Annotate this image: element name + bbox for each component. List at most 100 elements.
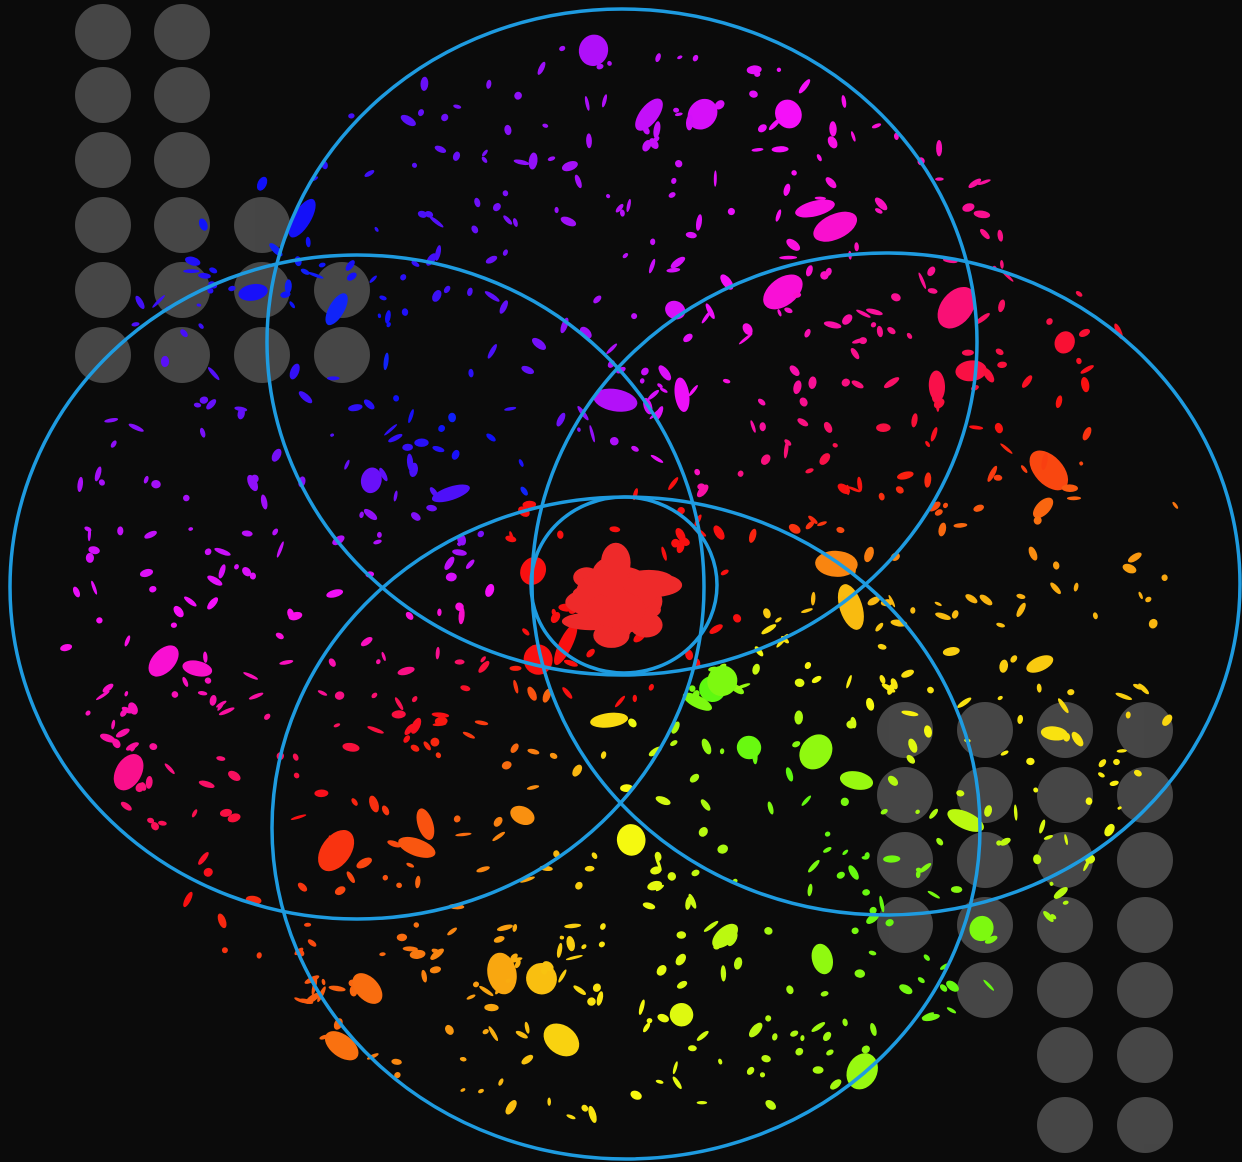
splatter xyxy=(1098,759,1107,768)
splatter xyxy=(410,717,422,734)
dot xyxy=(1117,1027,1173,1083)
splatter xyxy=(850,347,860,360)
splatter xyxy=(880,808,888,815)
splatter xyxy=(733,957,743,970)
splatter xyxy=(527,686,537,701)
splatter xyxy=(672,1061,678,1075)
splatter xyxy=(183,269,200,274)
dot xyxy=(1117,897,1173,953)
splatter xyxy=(367,726,384,734)
splatter xyxy=(901,669,914,678)
splatter xyxy=(528,152,538,170)
splatter xyxy=(688,893,697,909)
splatter xyxy=(388,433,403,443)
splatter xyxy=(813,211,858,242)
splatter xyxy=(383,352,389,371)
splatter xyxy=(437,608,442,617)
splatter xyxy=(609,436,619,446)
splatter xyxy=(479,985,494,997)
splatter xyxy=(808,515,818,524)
splatter xyxy=(869,906,877,915)
splatter xyxy=(1046,318,1053,325)
splatter xyxy=(400,274,407,281)
splatter xyxy=(915,870,921,879)
splatter xyxy=(248,692,264,700)
dot xyxy=(75,327,131,383)
splatter xyxy=(493,936,505,943)
splatter xyxy=(979,594,993,606)
splatter xyxy=(401,308,409,316)
splatter xyxy=(606,343,618,355)
splatter xyxy=(816,154,822,162)
splatter xyxy=(364,170,375,177)
splatter xyxy=(522,628,530,636)
splatter xyxy=(996,622,1005,628)
splatter xyxy=(622,573,683,598)
splatter xyxy=(1085,797,1093,805)
splatter xyxy=(805,265,813,277)
dot xyxy=(154,262,210,318)
splatter xyxy=(360,467,382,494)
splatter xyxy=(606,193,611,199)
splatter xyxy=(199,396,209,404)
splatter xyxy=(352,973,383,1004)
splatter xyxy=(823,846,832,853)
splatter xyxy=(207,367,220,381)
splatter xyxy=(767,801,774,815)
splatter xyxy=(85,710,91,716)
splatter xyxy=(1098,772,1105,778)
dot xyxy=(1117,962,1173,1018)
splatter xyxy=(670,256,686,269)
splatter xyxy=(748,1022,763,1038)
splatter xyxy=(214,547,231,556)
splatter xyxy=(717,844,729,854)
splatter xyxy=(410,744,420,752)
splatter xyxy=(480,656,486,663)
splatter xyxy=(703,920,719,932)
splatter xyxy=(692,54,699,62)
splatter xyxy=(701,310,711,324)
splatter xyxy=(783,441,789,459)
splatter xyxy=(554,623,578,665)
splatter xyxy=(841,378,850,387)
splatter xyxy=(789,365,800,376)
splatter xyxy=(775,617,782,623)
splatter xyxy=(754,71,761,77)
splatter xyxy=(653,121,661,139)
splatter xyxy=(861,855,869,860)
splatter xyxy=(256,952,262,959)
splatter xyxy=(657,383,663,389)
splatter xyxy=(467,287,473,297)
splatter xyxy=(771,146,789,153)
splatter xyxy=(376,531,382,538)
splatter xyxy=(819,453,831,465)
splatter xyxy=(840,595,845,602)
splatter xyxy=(975,313,990,325)
splatter xyxy=(203,651,208,663)
splatter xyxy=(1127,552,1142,563)
splatter xyxy=(543,1023,580,1057)
splatter xyxy=(307,272,324,279)
splatter xyxy=(363,399,375,410)
splatter xyxy=(763,608,771,619)
splatter xyxy=(1064,834,1068,846)
splatter xyxy=(542,688,552,703)
splatter xyxy=(694,468,701,476)
splatter xyxy=(695,214,703,231)
splatter xyxy=(564,923,582,929)
splatter xyxy=(158,820,167,826)
dot xyxy=(1117,832,1173,888)
splatter xyxy=(798,79,811,94)
splatter xyxy=(713,170,717,187)
splatter xyxy=(919,863,932,873)
dot-pattern xyxy=(75,4,1173,1153)
splatter xyxy=(871,123,882,129)
splatter xyxy=(1049,881,1054,886)
splatter xyxy=(942,502,949,509)
splatter xyxy=(1057,698,1069,714)
splatter xyxy=(868,950,877,956)
splatter xyxy=(1075,291,1083,297)
splatter xyxy=(632,694,637,703)
splatter xyxy=(915,809,920,815)
splatter xyxy=(997,361,1007,369)
